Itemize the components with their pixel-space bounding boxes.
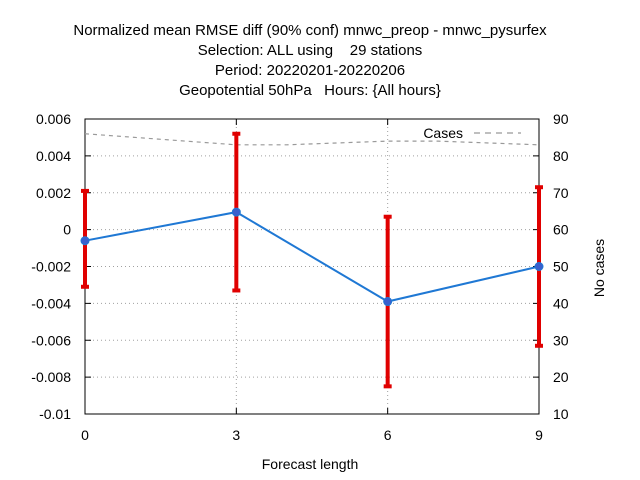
y-tick-label: -0.01 xyxy=(39,406,71,422)
x-tick-label: 9 xyxy=(535,427,543,443)
data-markers xyxy=(80,207,544,307)
x-tick-label: 3 xyxy=(232,427,240,443)
tick-labels: 0.006 0.004 0.002 0 -0.002 -0.004 -0.006 -0.008… xyxy=(31,111,568,443)
legend-label-cases: Cases xyxy=(423,125,463,141)
y2-tick-label: 50 xyxy=(553,259,569,275)
y-tick-label: -0.006 xyxy=(31,332,71,348)
x-axis-label: Forecast length xyxy=(262,456,359,472)
legend: Cases xyxy=(423,125,521,141)
y-tick-label: -0.002 xyxy=(31,259,71,275)
rmse-diff-series xyxy=(84,211,540,303)
cases-line xyxy=(84,133,540,146)
chart-title: Normalized mean RMSE diff (90% conf) mnw… xyxy=(73,22,547,99)
cases-series xyxy=(84,133,540,146)
y2-tick-label: 40 xyxy=(553,295,569,311)
y-tick-label: 0 xyxy=(63,222,71,238)
data-point xyxy=(231,207,241,217)
y-tick-label: -0.004 xyxy=(31,295,71,311)
y-tick-label: -0.008 xyxy=(31,369,71,385)
x-tick-label: 0 xyxy=(81,427,89,443)
y-tick-label: 0.006 xyxy=(36,111,71,127)
data-point xyxy=(383,297,393,307)
y2-tick-label: 30 xyxy=(553,332,569,348)
title-line-1: Normalized mean RMSE diff (90% conf) mnw… xyxy=(73,22,547,39)
rmse-line xyxy=(84,211,540,303)
x-tick-label: 6 xyxy=(384,427,392,443)
y2-tick-label: 10 xyxy=(553,406,569,422)
title-line-2: Selection: ALL using 29 stations xyxy=(198,42,423,59)
y2-tick-label: 70 xyxy=(553,185,569,201)
title-line-3: Period: 20220201-20220206 xyxy=(215,62,405,79)
data-point xyxy=(534,262,544,271)
title-line-4: Geopotential 50hPa Hours: {All hours} xyxy=(179,82,441,99)
y2-tick-label: 90 xyxy=(553,111,569,127)
y-tick-label: 0.002 xyxy=(36,185,71,201)
error-bars xyxy=(81,131,543,389)
y2-tick-label: 60 xyxy=(553,222,569,238)
data-point xyxy=(80,236,90,246)
y2-tick-label: 80 xyxy=(553,148,569,164)
grid xyxy=(85,119,539,414)
y2-axis-label: No cases xyxy=(591,239,607,297)
y2-tick-label: 20 xyxy=(553,369,569,385)
y-tick-label: 0.004 xyxy=(36,148,71,164)
